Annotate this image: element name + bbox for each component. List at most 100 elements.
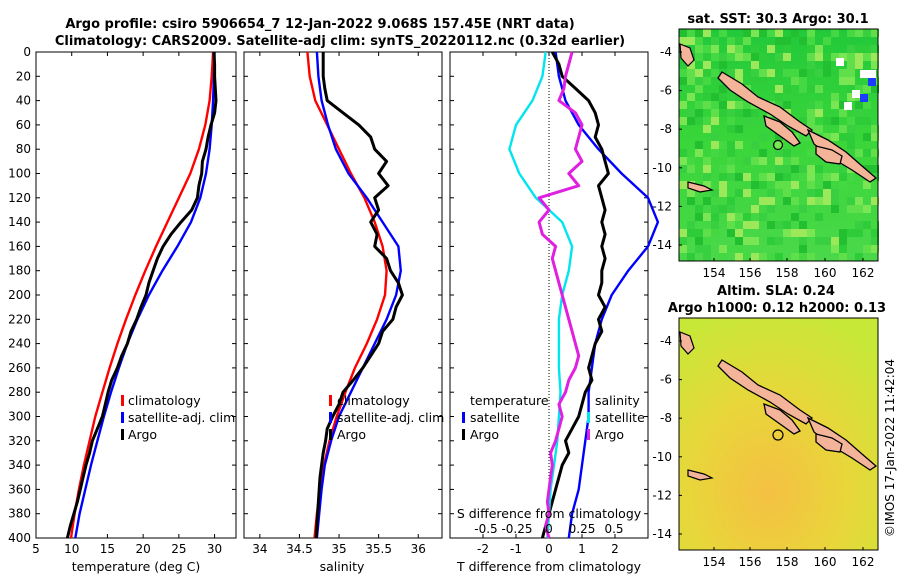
map-y-tick-label: -8 (660, 411, 672, 425)
sst-pixel (775, 197, 783, 205)
map-y-tick-label: -4 (660, 45, 672, 59)
sst-pixel (719, 141, 727, 149)
sst-pixel (775, 181, 783, 189)
sst-pixel (679, 101, 687, 109)
sst-pixel (703, 125, 711, 133)
sst-pixel (735, 253, 743, 261)
sdiff-tick-label: 0.25 (569, 522, 596, 536)
sst-pixel (847, 141, 855, 149)
sst-pixel (727, 53, 735, 61)
sst-pixel (823, 37, 831, 45)
sst-pixel (719, 53, 727, 61)
sst-pixel (767, 237, 775, 245)
figure-title-line1: Argo profile: csiro 5906654_7 12-Jan-202… (65, 17, 574, 32)
legend-satellite: satellite-adj. clim (337, 410, 444, 425)
sst-pixel (695, 245, 703, 253)
salinity-x-ticks: 34 34.5 35 35.5 36 (252, 52, 426, 556)
sst-pixel (775, 165, 783, 173)
sst-pixel (735, 245, 743, 253)
sst-pixel (855, 85, 863, 93)
sst-pixel (815, 45, 823, 53)
sst-pixel (679, 77, 687, 85)
legend-swatch-s-satellite (587, 412, 590, 423)
depth-tick-label: 120 (8, 191, 31, 205)
sst-pixel (695, 237, 703, 245)
sst-pixel (799, 69, 807, 77)
sst-pixel (799, 85, 807, 93)
sst-pixel (807, 165, 815, 173)
salinity-axes-box (243, 51, 443, 539)
sst-missing-pixel (860, 70, 868, 78)
legend-temperature-heading: temperature (470, 393, 549, 408)
depth-tick-label: 260 (8, 361, 31, 375)
sst-pixel (783, 85, 791, 93)
sst-pixel (711, 45, 719, 53)
sst-pixel (751, 69, 759, 77)
sst-pixel (727, 141, 735, 149)
difference-panel: -2 -1 0 1 2 T difference from climatology S … (449, 51, 660, 574)
legend-satellite: satellite-adj. clim (128, 410, 235, 425)
sst-pixel (719, 109, 727, 117)
sst-pixel (791, 253, 799, 261)
sst-pixel (831, 245, 839, 253)
x-tick-label: 1 (578, 542, 586, 556)
legend-salinity-heading: salinity (595, 393, 640, 408)
sst-pixel (871, 45, 879, 53)
x-tick-label: 20 (136, 542, 151, 556)
sst-pixel (679, 237, 687, 245)
depth-tick-label: 340 (8, 458, 31, 472)
sst-pixel (695, 213, 703, 221)
sst-pixel (863, 45, 871, 53)
sst-pixel (727, 229, 735, 237)
sst-pixel (799, 133, 807, 141)
sst-pixel (799, 205, 807, 213)
sst-missing-pixel (868, 78, 876, 86)
sst-pixel (743, 117, 751, 125)
sst-pixel (863, 133, 871, 141)
sst-pixel (743, 213, 751, 221)
sst-pixel (767, 205, 775, 213)
sst-pixel (823, 189, 831, 197)
sst-pixel (751, 77, 759, 85)
sst-pixel (695, 45, 703, 53)
legend-t-satellite: satellite (470, 410, 520, 425)
sst-pixel (807, 197, 815, 205)
sst-pixel (743, 37, 751, 45)
sst-pixel (799, 173, 807, 181)
island-rennell (687, 469, 714, 481)
salinity-legend: climatology satellite-adj. clim Argo (329, 393, 444, 442)
sst-pixel (735, 237, 743, 245)
map-x-tick-label: 156 (739, 555, 762, 569)
sst-pixel (783, 189, 791, 197)
sst-pixel (727, 109, 735, 117)
depth-tick-label: 60 (16, 118, 31, 132)
sst-pixel (679, 157, 687, 165)
sst-pixel (855, 53, 863, 61)
sst-pixel (871, 165, 879, 173)
sla-map-ticks: 154 156 158 160 162 -4 -6 -8 -10 -12 -14 (652, 334, 874, 569)
sst-pixel (799, 221, 807, 229)
sst-pixel (759, 133, 767, 141)
temperature-lines (65, 51, 218, 539)
difference-legend: temperature satellite Argo salinity sate… (462, 393, 645, 442)
sst-pixel (735, 213, 743, 221)
sst-pixel (831, 237, 839, 245)
legend-argo: Argo (337, 427, 366, 442)
depth-tick-label: 240 (8, 337, 31, 351)
sst-pixel (727, 101, 735, 109)
sst-pixel (735, 45, 743, 53)
sst-pixel (863, 165, 871, 173)
sst-pixel (863, 53, 871, 61)
sst-pixel (839, 181, 847, 189)
sst-pixel (871, 29, 879, 37)
difference-x-ticks: -2 -1 0 1 2 (477, 52, 619, 556)
sst-pixel (847, 77, 855, 85)
sst-pixel (855, 29, 863, 37)
sst-pixel (831, 197, 839, 205)
sst-pixel (743, 101, 751, 109)
sst-pixel (719, 245, 727, 253)
x-tick-label: 36 (411, 542, 426, 556)
sst-pixel (703, 165, 711, 173)
sst-pixel (783, 53, 791, 61)
sst-pixel (799, 117, 807, 125)
